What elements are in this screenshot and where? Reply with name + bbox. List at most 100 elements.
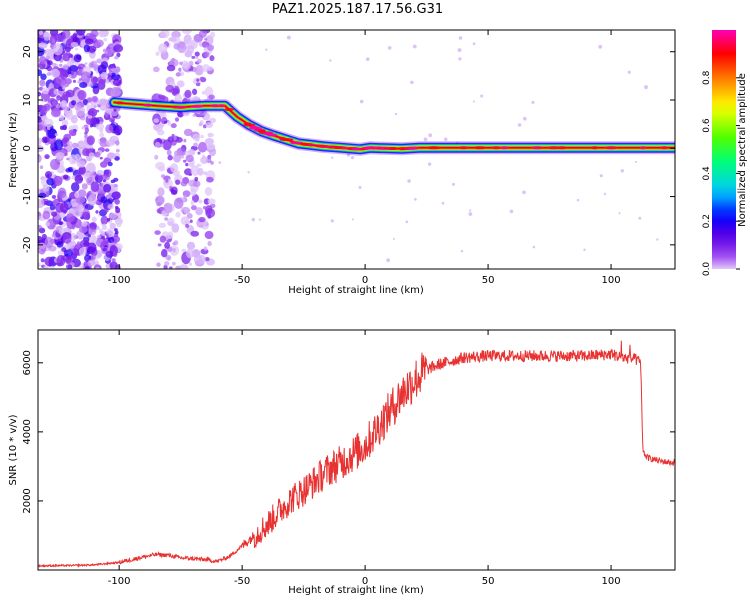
noise-blob	[197, 141, 208, 153]
noise-blob	[62, 174, 69, 180]
noise-blob	[172, 36, 181, 45]
noise-blob	[42, 184, 50, 192]
noise-blob	[193, 254, 203, 265]
noise-blob	[38, 116, 43, 124]
noise-blob	[175, 211, 181, 218]
noise-blob	[59, 212, 66, 219]
ridge-hotspot	[174, 105, 187, 109]
noise-blob	[91, 96, 98, 103]
noise-blob	[113, 44, 124, 53]
noise-dot	[258, 218, 261, 221]
noise-blob	[188, 173, 193, 176]
colorbar-tick-label: 0.4	[702, 166, 712, 181]
noise-blob	[204, 230, 214, 240]
page-title: PAZ1.2025.187.17.56.G31	[271, 2, 444, 17]
noise-blob	[197, 68, 201, 73]
noise-blob	[84, 38, 94, 45]
noise-blob	[61, 119, 69, 127]
noise-blob	[195, 207, 204, 216]
noise-dot	[576, 198, 580, 202]
noise-blob	[188, 262, 193, 266]
noise-blob	[95, 123, 105, 131]
noise-blob	[78, 247, 87, 256]
spectrogram-x-tick-label: 50	[482, 275, 495, 286]
noise-blob	[38, 42, 48, 49]
noise-blob	[174, 150, 181, 157]
noise-blob	[187, 44, 195, 54]
noise-blob	[160, 249, 168, 258]
noise-blob	[170, 189, 178, 196]
noise-blob	[38, 262, 41, 268]
noise-blob	[155, 51, 160, 56]
noise-blob	[98, 98, 108, 106]
noise-blob	[59, 101, 66, 108]
noise-blob	[81, 221, 88, 227]
snr-y-tick-label: 4000	[22, 419, 33, 444]
noise-blob	[180, 180, 188, 187]
noise-blob	[194, 176, 199, 182]
noise-blob	[169, 58, 179, 67]
noise-blob	[192, 113, 197, 117]
noise-blob	[99, 132, 105, 138]
noise-blob	[164, 261, 170, 266]
snr-x-tick-label: -50	[234, 576, 250, 587]
noise-blob	[207, 240, 212, 247]
colorbar-tick-label: 0.0	[702, 262, 712, 277]
noise-dot	[460, 249, 464, 253]
noise-blob	[185, 162, 189, 167]
noise-blob	[106, 152, 117, 160]
noise-blob	[87, 110, 95, 117]
noise-blob	[74, 174, 84, 184]
noise-blob	[78, 165, 86, 175]
noise-blob	[71, 100, 77, 106]
noise-blob	[39, 165, 44, 170]
noise-blob	[67, 242, 73, 249]
noise-blob	[38, 69, 43, 77]
noise-blob	[73, 54, 82, 63]
snr-y-axis: 2000 4000 6000	[22, 350, 675, 514]
noise-blob	[183, 195, 187, 199]
noise-blob	[166, 149, 172, 156]
noise-dot	[407, 179, 411, 183]
noise-blob	[111, 87, 122, 97]
noise-blob	[51, 38, 56, 44]
noise-dot	[247, 171, 250, 174]
noise-blob	[38, 91, 42, 97]
noise-blob	[200, 156, 209, 164]
noise-blob	[200, 134, 204, 139]
noise-dot	[627, 70, 631, 74]
noise-blob	[159, 143, 164, 148]
noise-blob	[102, 173, 108, 180]
noise-blob	[47, 60, 53, 66]
noise-blob	[43, 31, 51, 41]
noise-blob	[87, 115, 93, 119]
noise-blob	[65, 213, 75, 223]
noise-dot	[423, 137, 428, 142]
spectrogram-y-tick-label: -10	[22, 188, 33, 204]
noise-blob	[204, 187, 213, 196]
noise-blob	[173, 240, 179, 246]
noise-blob	[153, 118, 160, 123]
noise-blob	[47, 128, 57, 139]
noise-blob	[191, 193, 200, 203]
noise-blob	[114, 55, 119, 60]
noise-blob	[107, 161, 113, 167]
noise-blob	[86, 135, 95, 146]
ridge-hotspot	[350, 147, 362, 151]
snr-y-tick-label: 2000	[22, 488, 33, 513]
noise-blob	[70, 182, 80, 192]
noise-dot	[265, 48, 268, 51]
noise-dot	[532, 245, 536, 249]
ridge-hotspot	[340, 146, 348, 150]
noise-blob	[63, 133, 72, 141]
noise-blob	[79, 226, 88, 234]
colorbar-gradient	[712, 30, 736, 269]
noise-blob	[79, 82, 88, 89]
noise-dot	[410, 80, 414, 85]
noise-blob	[68, 129, 77, 136]
noise-blob	[201, 41, 208, 48]
spectrogram-x-tick-label: 0	[362, 275, 368, 286]
ridge-hotspot	[115, 101, 125, 105]
noise-blob	[38, 192, 47, 199]
